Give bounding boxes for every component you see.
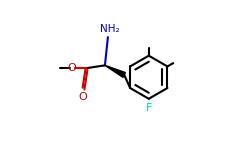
Text: F: F <box>146 103 152 113</box>
Text: NH₂: NH₂ <box>100 24 120 34</box>
Polygon shape <box>105 65 126 77</box>
Text: O: O <box>78 92 87 102</box>
Text: O: O <box>68 63 76 73</box>
